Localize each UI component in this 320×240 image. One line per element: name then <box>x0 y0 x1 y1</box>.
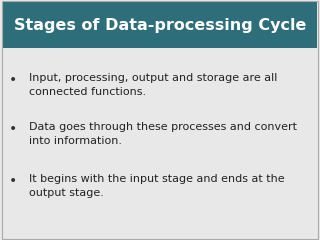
FancyBboxPatch shape <box>3 2 317 48</box>
Text: Input, processing, output and storage are all
connected functions.: Input, processing, output and storage ar… <box>29 73 277 97</box>
Text: •: • <box>9 122 17 136</box>
Text: Stages of Data-processing Cycle: Stages of Data-processing Cycle <box>14 18 306 33</box>
Text: •: • <box>9 174 17 188</box>
Text: Data goes through these processes and convert
into information.: Data goes through these processes and co… <box>29 122 297 146</box>
Text: It begins with the input stage and ends at the
output stage.: It begins with the input stage and ends … <box>29 174 284 198</box>
Text: •: • <box>9 73 17 87</box>
